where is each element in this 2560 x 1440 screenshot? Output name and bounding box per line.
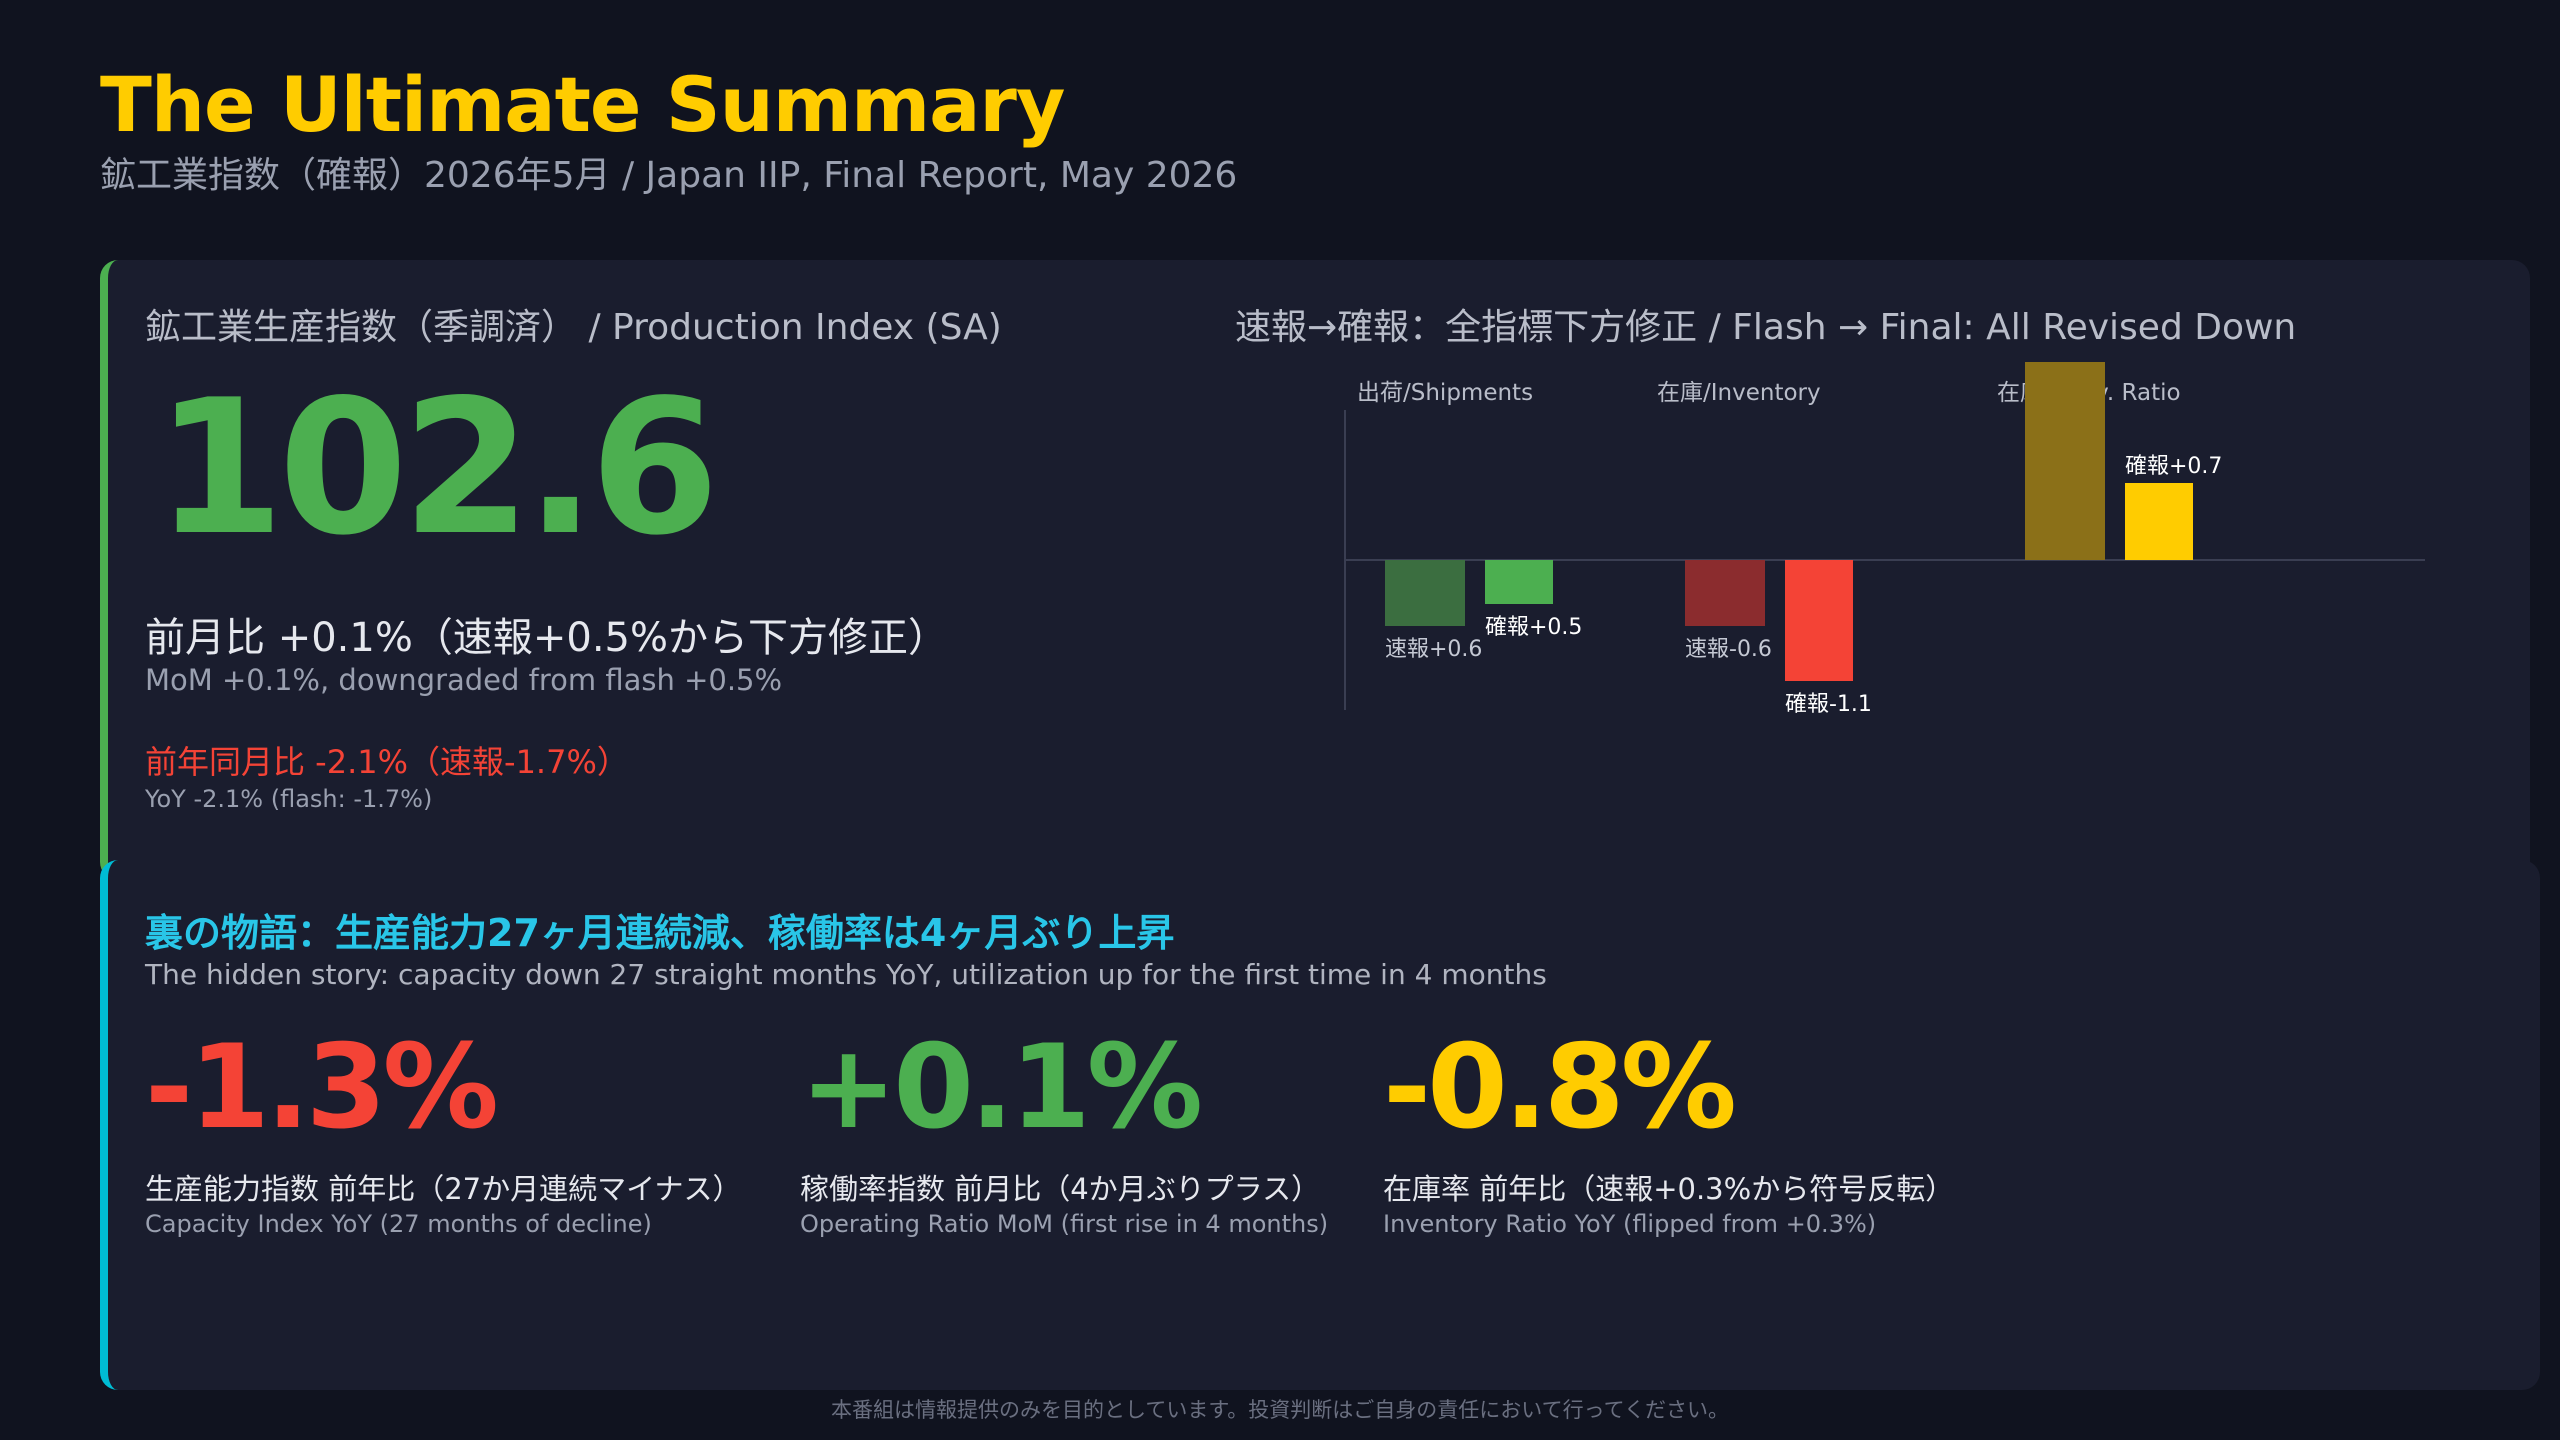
final-bar-label: 確報-1.1 <box>1785 692 1872 717</box>
production-index-value: 102.6 <box>155 359 719 576</box>
page-title: The Ultimate Summary <box>100 60 1065 149</box>
story-subtitle: The hidden story: capacity down 27 strai… <box>145 958 1547 991</box>
capacity-sub: Capacity Index YoY (27 months of decline… <box>145 1210 652 1238</box>
revision-chart: 出荷/Shipments 速報+0.6確報+0.5 在庫/Inventory 速報-0… <box>1344 362 2425 717</box>
flash-bar <box>1385 560 1465 626</box>
disclaimer: 本番組は情報提供のみを目的としています。投資判断はご自身の責任において行ってくだ… <box>831 1398 1729 1422</box>
capacity-label: 生産能力指数 前年比（27か月連続マイナス） <box>145 1172 742 1206</box>
production-heading: 鉱工業生産指数（季調済） / Production Index (SA) <box>145 307 1002 348</box>
inventory-ratio-sub: Inventory Ratio YoY (flipped from +0.3%) <box>1383 1210 1877 1238</box>
revision-heading: 速報→確報：全指標下方修正 / Flash → Final: All Revis… <box>1235 307 2297 348</box>
yoy-line-en: YoY -2.1% (flash: -1.7%) <box>145 785 433 813</box>
mom-line-en: MoM +0.1%, downgraded from flash +0.5% <box>145 663 783 697</box>
flash-bar <box>1685 560 1765 626</box>
operating-label: 稼働率指数 前月比（4か月ぶりプラス） <box>800 1172 1321 1206</box>
operating-sub: Operating Ratio MoM (first rise in 4 mon… <box>800 1210 1329 1238</box>
inventory-ratio-value: -0.8% <box>1383 1020 1737 1155</box>
mom-line: 前月比 +0.1%（速報+0.5%から下方修正） <box>145 615 948 661</box>
final-bar <box>1785 560 1853 681</box>
final-bar-label: 確報+0.5 <box>1485 615 1582 640</box>
operating-value: +0.1% <box>800 1020 1203 1155</box>
flash-bar <box>2025 362 2105 560</box>
category-label: 出荷/Shipments <box>1357 380 1533 406</box>
final-bar <box>2125 483 2193 560</box>
yoy-line: 前年同月比 -2.1%（速報-1.7%） <box>145 743 629 781</box>
capacity-value: -1.3% <box>145 1020 499 1155</box>
production-card <box>100 260 2530 880</box>
final-bar <box>1485 560 1553 604</box>
final-bar-label: 確報+0.7 <box>2125 454 2222 479</box>
flash-bar-label: 速報-0.6 <box>1685 637 1772 662</box>
inventory-ratio-label: 在庫率 前年比（速報+0.3%から符号反転） <box>1383 1172 1955 1206</box>
page-subtitle: 鉱工業指数（確報）2026年5月 / Japan IIP, Final Repo… <box>100 155 1238 196</box>
story-title: 裏の物語：生産能力27ヶ月連続減、稼働率は4ヶ月ぶり上昇 <box>145 911 1175 955</box>
flash-bar-label: 速報+0.6 <box>1385 637 1482 662</box>
category-label: 在庫/Inventory <box>1657 380 1821 406</box>
story-card <box>100 860 2540 1390</box>
